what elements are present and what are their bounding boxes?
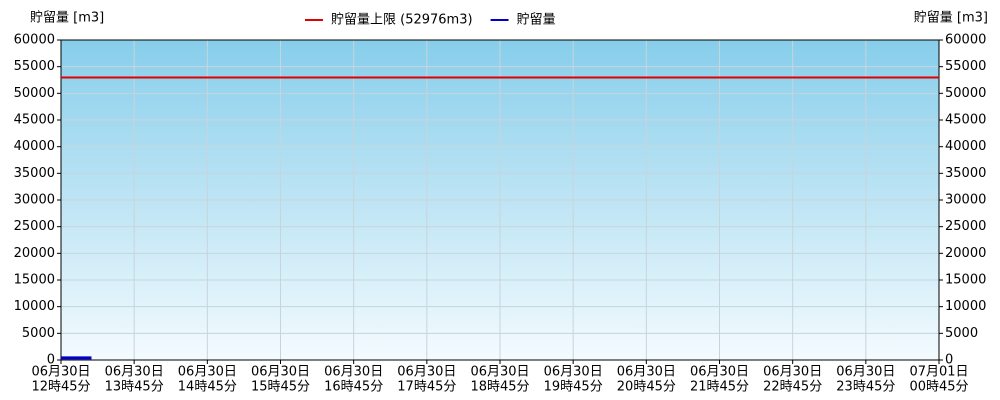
- y2-tick-label: 15000: [945, 273, 986, 288]
- x-tick-label: 20時45分: [617, 380, 676, 395]
- x-tick-label: 16時45分: [324, 380, 383, 395]
- x-tick-label: 07月01日: [909, 365, 968, 380]
- x-tick-label: 18時45分: [470, 380, 529, 395]
- y-tick-label: 50000: [14, 86, 55, 101]
- y2-tick-label: 25000: [945, 219, 986, 234]
- y2-tick-label: 10000: [945, 299, 986, 314]
- y-tick-label: 30000: [14, 193, 55, 208]
- y2-tick-label: 50000: [945, 86, 986, 101]
- y2-tick-label: 0: [945, 353, 953, 368]
- y2-tick-label: 35000: [945, 166, 986, 181]
- x-tick-label: 06月30日: [617, 365, 676, 380]
- x-tick-label: 21時45分: [690, 380, 749, 395]
- x-tick-label: 00時45分: [909, 380, 968, 395]
- y-tick-label: 10000: [14, 299, 55, 314]
- x-tick-label: 06月30日: [836, 365, 895, 380]
- y2-tick-label: 45000: [945, 113, 986, 128]
- y-tick-label: 20000: [14, 246, 55, 261]
- y-tick-label: 45000: [14, 113, 55, 128]
- x-tick-label: 06月30日: [324, 365, 383, 380]
- plot-frame: [60, 39, 940, 361]
- x-tick-label: 06月30日: [763, 365, 822, 380]
- x-tick-label: 17時45分: [397, 380, 456, 395]
- y2-tick-label: 55000: [945, 59, 986, 74]
- x-tick-label: 06月30日: [470, 365, 529, 380]
- x-tick-label: 06月30日: [690, 365, 749, 380]
- x-tick-label: 06月30日: [178, 365, 237, 380]
- y2-axis-label: 貯留量 [m3]: [914, 11, 988, 26]
- y2-tick-label: 30000: [945, 193, 986, 208]
- x-tick-label: 06月30日: [105, 365, 164, 380]
- y-tick-label: 35000: [14, 166, 55, 181]
- x-tick-label: 22時45分: [763, 380, 822, 395]
- x-tick-label: 15時45分: [251, 380, 310, 395]
- x-tick-label: 23時45分: [836, 380, 895, 395]
- y2-tick-label: 60000: [945, 33, 986, 48]
- x-tick-label: 13時45分: [105, 380, 164, 395]
- y2-tick-label: 20000: [945, 246, 986, 261]
- x-tick-label: 06月30日: [397, 365, 456, 380]
- x-tick-label: 06月30日: [544, 365, 603, 380]
- y-tick-label: 5000: [22, 326, 55, 341]
- x-tick-label: 06月30日: [31, 365, 90, 380]
- x-tick-label: 14時45分: [178, 380, 237, 395]
- y-tick-label: 25000: [14, 219, 55, 234]
- y-axis-label: 貯留量 [m3]: [30, 11, 104, 26]
- y-tick-label: 15000: [14, 273, 55, 288]
- y-tick-label: 55000: [14, 59, 55, 74]
- y2-tick-label: 5000: [945, 326, 978, 341]
- y2-tick-label: 40000: [945, 139, 986, 154]
- x-tick-label: 06月30日: [251, 365, 310, 380]
- y-tick-label: 0: [47, 353, 55, 368]
- x-tick-label: 19時45分: [544, 380, 603, 395]
- y-tick-label: 40000: [14, 139, 55, 154]
- x-tick-label: 12時45分: [31, 380, 90, 395]
- legend-label: 貯留量上限 (52976m3): [331, 13, 473, 28]
- legend-label: 貯留量: [517, 13, 556, 28]
- y-tick-label: 60000: [14, 33, 55, 48]
